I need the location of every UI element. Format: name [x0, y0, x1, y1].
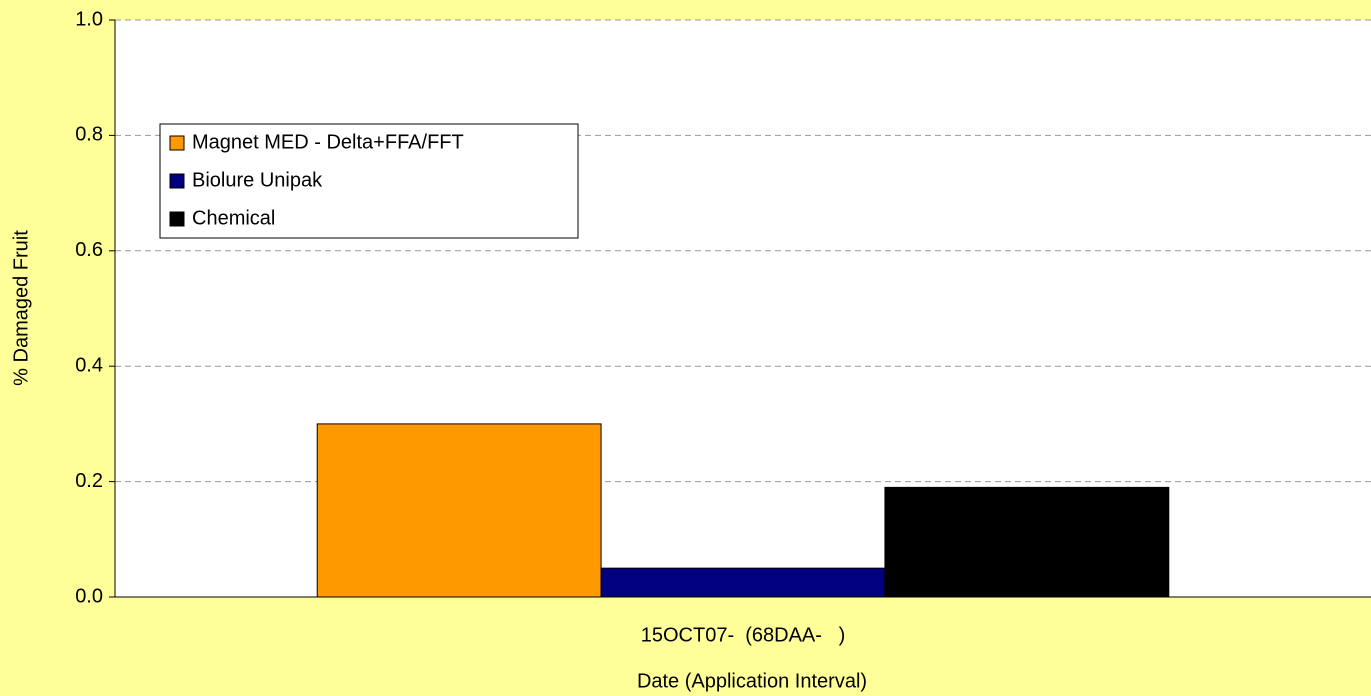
y-tick-label: 0.6: [75, 239, 103, 261]
y-tick-label: 0.0: [75, 585, 103, 607]
plot-area: [115, 20, 1371, 597]
legend-label: Magnet MED - Delta+FFA/FFT: [192, 131, 464, 153]
bar: [600, 567, 886, 598]
legend-swatch: [169, 173, 185, 189]
y-axis-title: % Damaged Fruit: [10, 230, 32, 386]
y-tick-label: 0.4: [75, 354, 103, 376]
x-axis-title: Date (Application Interval): [637, 670, 867, 692]
legend-label: Biolure Unipak: [192, 169, 323, 191]
legend-swatch: [169, 135, 185, 151]
bar: [316, 423, 602, 598]
y-tick-label: 1.0: [75, 8, 103, 30]
legend-swatch: [169, 211, 185, 227]
legend-label: Chemical: [192, 207, 275, 229]
y-tick-label: 0.8: [75, 124, 103, 146]
y-tick-label: 0.2: [75, 470, 103, 492]
x-tick-label: 15OCT07- (68DAA- ): [641, 624, 846, 646]
bar: [884, 486, 1170, 598]
legend-box: [159, 123, 579, 239]
